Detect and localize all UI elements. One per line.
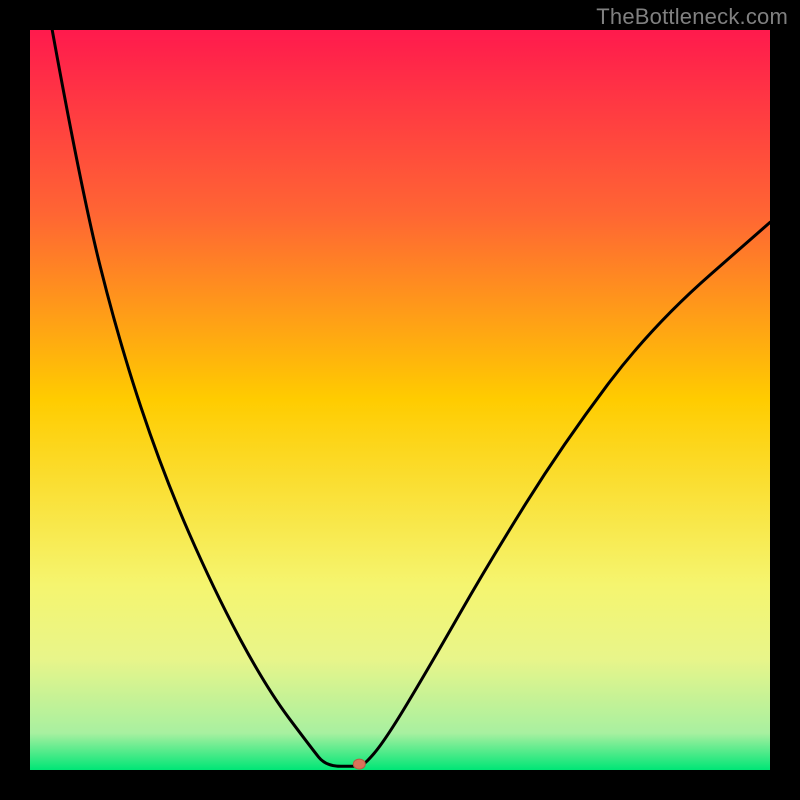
page-root: TheBottleneck.com xyxy=(0,0,800,800)
chart-frame xyxy=(30,30,770,770)
bottleneck-curve xyxy=(52,30,770,766)
minimum-marker xyxy=(353,759,365,769)
watermark-text: TheBottleneck.com xyxy=(596,4,788,30)
curve-svg xyxy=(30,30,770,770)
